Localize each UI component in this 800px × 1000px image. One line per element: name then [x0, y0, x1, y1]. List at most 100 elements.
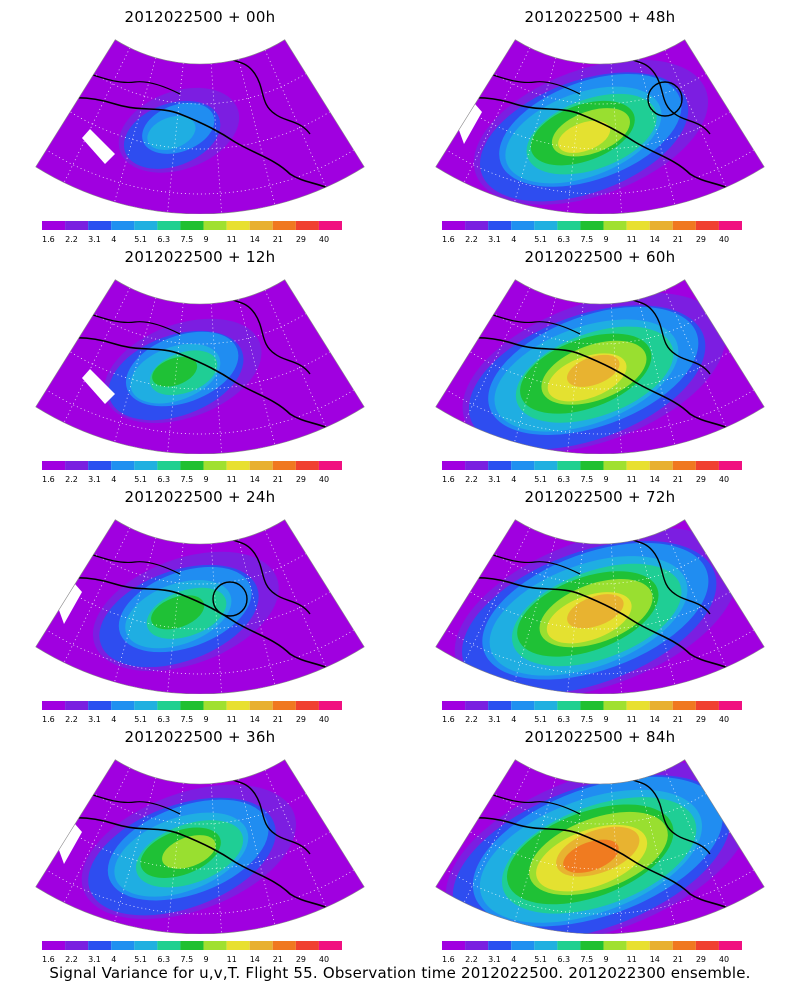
colorbar-tick-label: 5.1 — [134, 475, 147, 484]
colorbar-swatch — [465, 221, 489, 230]
panel-title: 2012022500 + 00h — [124, 8, 276, 26]
forecast-panel: 2012022500 + 60h 1.6 2.2 3.1 4 5.1 6.3 7.5 9 11 14… — [400, 240, 800, 485]
colorbar-tick-label: 9 — [204, 715, 209, 724]
colorbar-tick-label: 4 — [511, 955, 516, 964]
colorbar-swatch — [272, 461, 296, 470]
colorbar-swatch — [580, 461, 604, 470]
colorbar-swatch — [318, 941, 342, 950]
colorbar-tick-label: 2.2 — [465, 955, 478, 964]
variance-map — [35, 39, 365, 214]
panel-title: 2012022500 + 36h — [124, 728, 276, 746]
colorbar-swatch — [488, 701, 512, 710]
colorbar-swatch — [649, 461, 673, 470]
colorbar-tick-label: 40 — [319, 715, 329, 724]
colorbar-tick-label: 3.1 — [488, 475, 501, 484]
colorbar-tick-label: 2.2 — [65, 475, 78, 484]
colorbar-tick-label: 21 — [673, 235, 683, 244]
colorbar-swatch — [534, 941, 558, 950]
colorbar-tick-label: 6.3 — [557, 235, 570, 244]
colorbar-tick-label: 9 — [604, 235, 609, 244]
colorbar-swatch — [295, 941, 319, 950]
colorbar-tick-label: 9 — [604, 955, 609, 964]
colorbar-tick-label: 3.1 — [488, 715, 501, 724]
colorbar-tick-label: 4 — [111, 235, 116, 244]
colorbar-swatch — [42, 221, 66, 230]
colorbar-tick-label: 6.3 — [157, 715, 170, 724]
colorbar-tick-label: 2.2 — [465, 235, 478, 244]
colorbar-swatch — [203, 701, 227, 710]
colorbar-tick-label: 21 — [273, 475, 283, 484]
variance-map — [435, 279, 765, 454]
colorbar-tick-label: 40 — [319, 475, 329, 484]
colorbar-swatch — [695, 461, 719, 470]
colorbar-swatch — [65, 701, 89, 710]
colorbar-tick-label: 21 — [673, 475, 683, 484]
colorbar-tick-label: 4 — [111, 475, 116, 484]
colorbar-swatch — [534, 701, 558, 710]
colorbar-swatch — [249, 701, 273, 710]
colorbar-swatch — [157, 461, 181, 470]
colorbar-tick-label: 2.2 — [465, 475, 478, 484]
colorbar-swatch — [511, 461, 535, 470]
colorbar-tick-label: 11 — [227, 475, 237, 484]
colorbar: 1.6 2.2 3.1 4 5.1 6.3 7.5 9 11 14 21 29 40 — [442, 461, 742, 484]
colorbar: 1.6 2.2 3.1 4 5.1 6.3 7.5 9 11 14 21 29 40 — [442, 221, 742, 244]
colorbar-tick-label: 7.5 — [180, 235, 193, 244]
forecast-panel: 2012022500 + 84h 1.6 2.2 3.1 4 5.1 6.3 7.5 9 11 14… — [400, 720, 800, 965]
colorbar-tick-label: 11 — [227, 955, 237, 964]
colorbar-swatch — [695, 941, 719, 950]
colorbar-swatch — [511, 941, 535, 950]
colorbar-swatch — [88, 221, 112, 230]
colorbar-tick-label: 3.1 — [488, 955, 501, 964]
colorbar-swatch — [557, 461, 581, 470]
colorbar-swatch — [626, 221, 650, 230]
colorbar-swatch — [88, 701, 112, 710]
colorbar-swatch — [203, 461, 227, 470]
colorbar-swatch — [488, 221, 512, 230]
colorbar-swatch — [134, 221, 158, 230]
colorbar-swatch — [249, 941, 273, 950]
colorbar-swatch — [249, 221, 273, 230]
colorbar-tick-label: 1.6 — [442, 955, 455, 964]
colorbar-swatch — [226, 701, 250, 710]
variance-map — [435, 39, 765, 214]
colorbar-tick-label: 14 — [650, 955, 660, 964]
colorbar-swatch — [226, 221, 250, 230]
colorbar-tick-label: 7.5 — [180, 955, 193, 964]
colorbar-swatch — [442, 221, 466, 230]
colorbar-swatch — [672, 701, 696, 710]
colorbar-swatch — [718, 461, 742, 470]
colorbar-swatch — [557, 941, 581, 950]
colorbar-tick-label: 7.5 — [180, 715, 193, 724]
colorbar-swatch — [465, 941, 489, 950]
colorbar-swatch — [580, 221, 604, 230]
colorbar-swatch — [488, 461, 512, 470]
colorbar-swatch — [134, 701, 158, 710]
colorbar-swatch — [465, 461, 489, 470]
colorbar-tick-label: 6.3 — [157, 955, 170, 964]
colorbar-tick-label: 3.1 — [88, 955, 101, 964]
colorbar-tick-label: 7.5 — [580, 715, 593, 724]
variance-map — [435, 519, 765, 694]
colorbar-swatch — [272, 221, 296, 230]
colorbar-tick-label: 6.3 — [557, 475, 570, 484]
colorbar-tick-label: 7.5 — [580, 475, 593, 484]
colorbar-tick-label: 7.5 — [180, 475, 193, 484]
colorbar-swatch — [603, 701, 627, 710]
colorbar-swatch — [557, 701, 581, 710]
colorbar-tick-label: 9 — [204, 475, 209, 484]
colorbar-tick-label: 29 — [296, 235, 306, 244]
panel-title: 2012022500 + 60h — [524, 248, 676, 266]
colorbar-swatch — [672, 221, 696, 230]
colorbar-swatch — [580, 941, 604, 950]
colorbar-tick-label: 14 — [650, 475, 660, 484]
colorbar-tick-label: 2.2 — [65, 715, 78, 724]
flight-target-circle — [647, 81, 683, 117]
colorbar-swatch — [42, 701, 66, 710]
colorbar-swatch — [111, 221, 135, 230]
colorbar-tick-label: 5.1 — [134, 715, 147, 724]
variance-map — [35, 279, 365, 454]
colorbar-swatch — [603, 941, 627, 950]
colorbar-swatch — [180, 941, 204, 950]
colorbar-swatch — [203, 221, 227, 230]
